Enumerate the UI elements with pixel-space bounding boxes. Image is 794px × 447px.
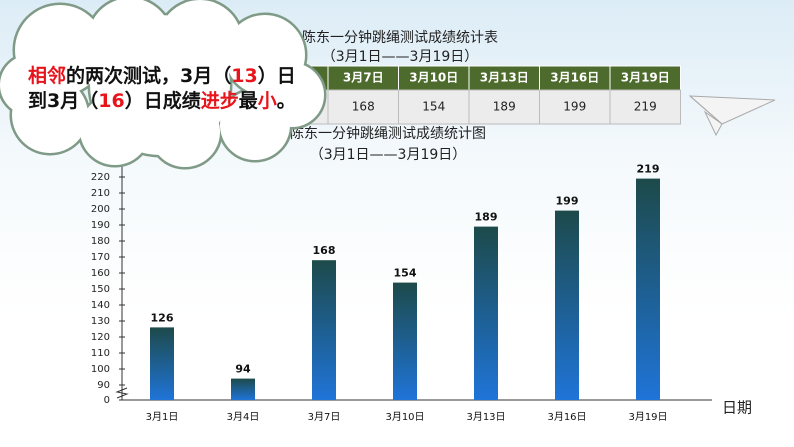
x-tick-label: 3月7日 <box>308 411 341 423</box>
table: 3月7日 168 3月10日 154 3月13日 189 3月16日 199 3月19日 219 <box>289 65 681 125</box>
value-label: 168 <box>313 244 336 257</box>
callout-line: 到3月（16）日成绩进步最小。 <box>28 89 296 112</box>
x-tick-label: 3月19日 <box>628 411 667 423</box>
callout-segment: 13 <box>231 65 257 87</box>
table-header-text: 3月19日 <box>621 71 670 85</box>
callout-segment: 进步 <box>201 90 239 112</box>
bar <box>150 327 174 400</box>
bar <box>393 282 417 400</box>
value-label: 94 <box>235 363 251 376</box>
x-tick-label: 3月13日 <box>466 411 505 423</box>
chart-subtitle: （3月1日——3月19日） <box>310 147 467 163</box>
value-label: 126 <box>151 311 174 324</box>
table-cell <box>468 89 540 125</box>
table-header-text: 3月10日 <box>409 71 458 85</box>
table-header-text: 3月13日 <box>480 71 529 85</box>
x-tick-label: 3月10日 <box>385 411 424 423</box>
paper-plane <box>688 95 776 137</box>
table-value-text: 189 <box>493 100 516 114</box>
y-tick-label: 0 <box>104 395 110 406</box>
y-tick-label: 170 <box>91 252 110 263</box>
callout-segment: 的两次测试，3月（ <box>66 64 231 87</box>
y-tick-label: 110 <box>91 348 110 359</box>
bar <box>636 178 660 400</box>
callout-segment: 到3月（ <box>28 89 98 112</box>
y-tick-label: 150 <box>91 284 110 295</box>
table-subtitle: （3月1日——3月19日） <box>322 49 479 65</box>
x-axis-label: 日期 <box>722 399 752 417</box>
y-tick-label: 200 <box>91 204 110 215</box>
y-tick-label: 160 <box>91 268 110 279</box>
y-tick-label: 220 <box>91 172 110 183</box>
y-tick-label: 140 <box>91 300 110 311</box>
callout-segment: ）日成绩 <box>125 89 201 112</box>
table-value-text: 154 <box>422 100 445 114</box>
bar <box>555 210 579 400</box>
callout-segment: ）日 <box>258 64 296 87</box>
y-tick-label: 130 <box>91 316 110 327</box>
cloud-puff <box>90 15 230 155</box>
table-value-text: 199 <box>563 100 586 114</box>
value-label: 219 <box>637 163 660 176</box>
cloud-puff <box>220 90 290 160</box>
table-value-text: 168 <box>352 100 375 114</box>
bar <box>474 226 498 400</box>
y-tick-label: 210 <box>91 188 110 199</box>
x-tick-label: 3月16日 <box>547 411 586 423</box>
value-label: 189 <box>475 211 498 224</box>
callout-segment: 16 <box>98 90 124 112</box>
table-cell <box>327 89 399 125</box>
x-tick-label: 3月4日 <box>227 411 260 423</box>
y-tick-label: 190 <box>91 220 110 231</box>
y-tick-label: 180 <box>91 236 110 247</box>
callout-segment: 相邻 <box>28 64 66 87</box>
plot: 0 90 100 110 120 130 140 150 160 170 180 190 200 210 2… <box>91 163 668 423</box>
cloud-callout: 相邻的两次测试，3月（13）日 到3月（16）日成绩进步最小。 <box>0 0 327 170</box>
chart-title: 陈东一分钟跳绳测试成绩统计图 <box>290 125 486 142</box>
value-label: 199 <box>556 195 579 208</box>
table-title: 陈东一分钟跳绳测试成绩统计表 <box>302 29 498 46</box>
bar <box>231 378 255 400</box>
callout-line: 相邻的两次测试，3月（13）日 <box>28 64 296 87</box>
callout-segment: 。 <box>277 90 296 112</box>
axis-break <box>115 387 129 399</box>
y-tick-label: 120 <box>91 332 110 343</box>
table-value-text: 219 <box>634 100 657 114</box>
table-header-cell <box>327 65 399 91</box>
bar <box>312 260 336 400</box>
cloud-puff <box>0 55 60 115</box>
callout-segment: 最 <box>239 90 259 112</box>
table-header-cell <box>539 65 611 91</box>
callout-segment: 小 <box>258 90 277 112</box>
table-cell <box>609 89 681 125</box>
x-tick-label: 3月1日 <box>146 411 179 423</box>
table-header-text: 3月7日 <box>343 71 384 85</box>
table-cell <box>539 89 611 125</box>
table-cell <box>398 89 470 125</box>
value-label: 154 <box>394 267 417 280</box>
y-tick-label: 90 <box>97 380 110 391</box>
y-tick-label: 100 <box>91 364 110 375</box>
table-header-text: 3月16日 <box>550 71 599 85</box>
